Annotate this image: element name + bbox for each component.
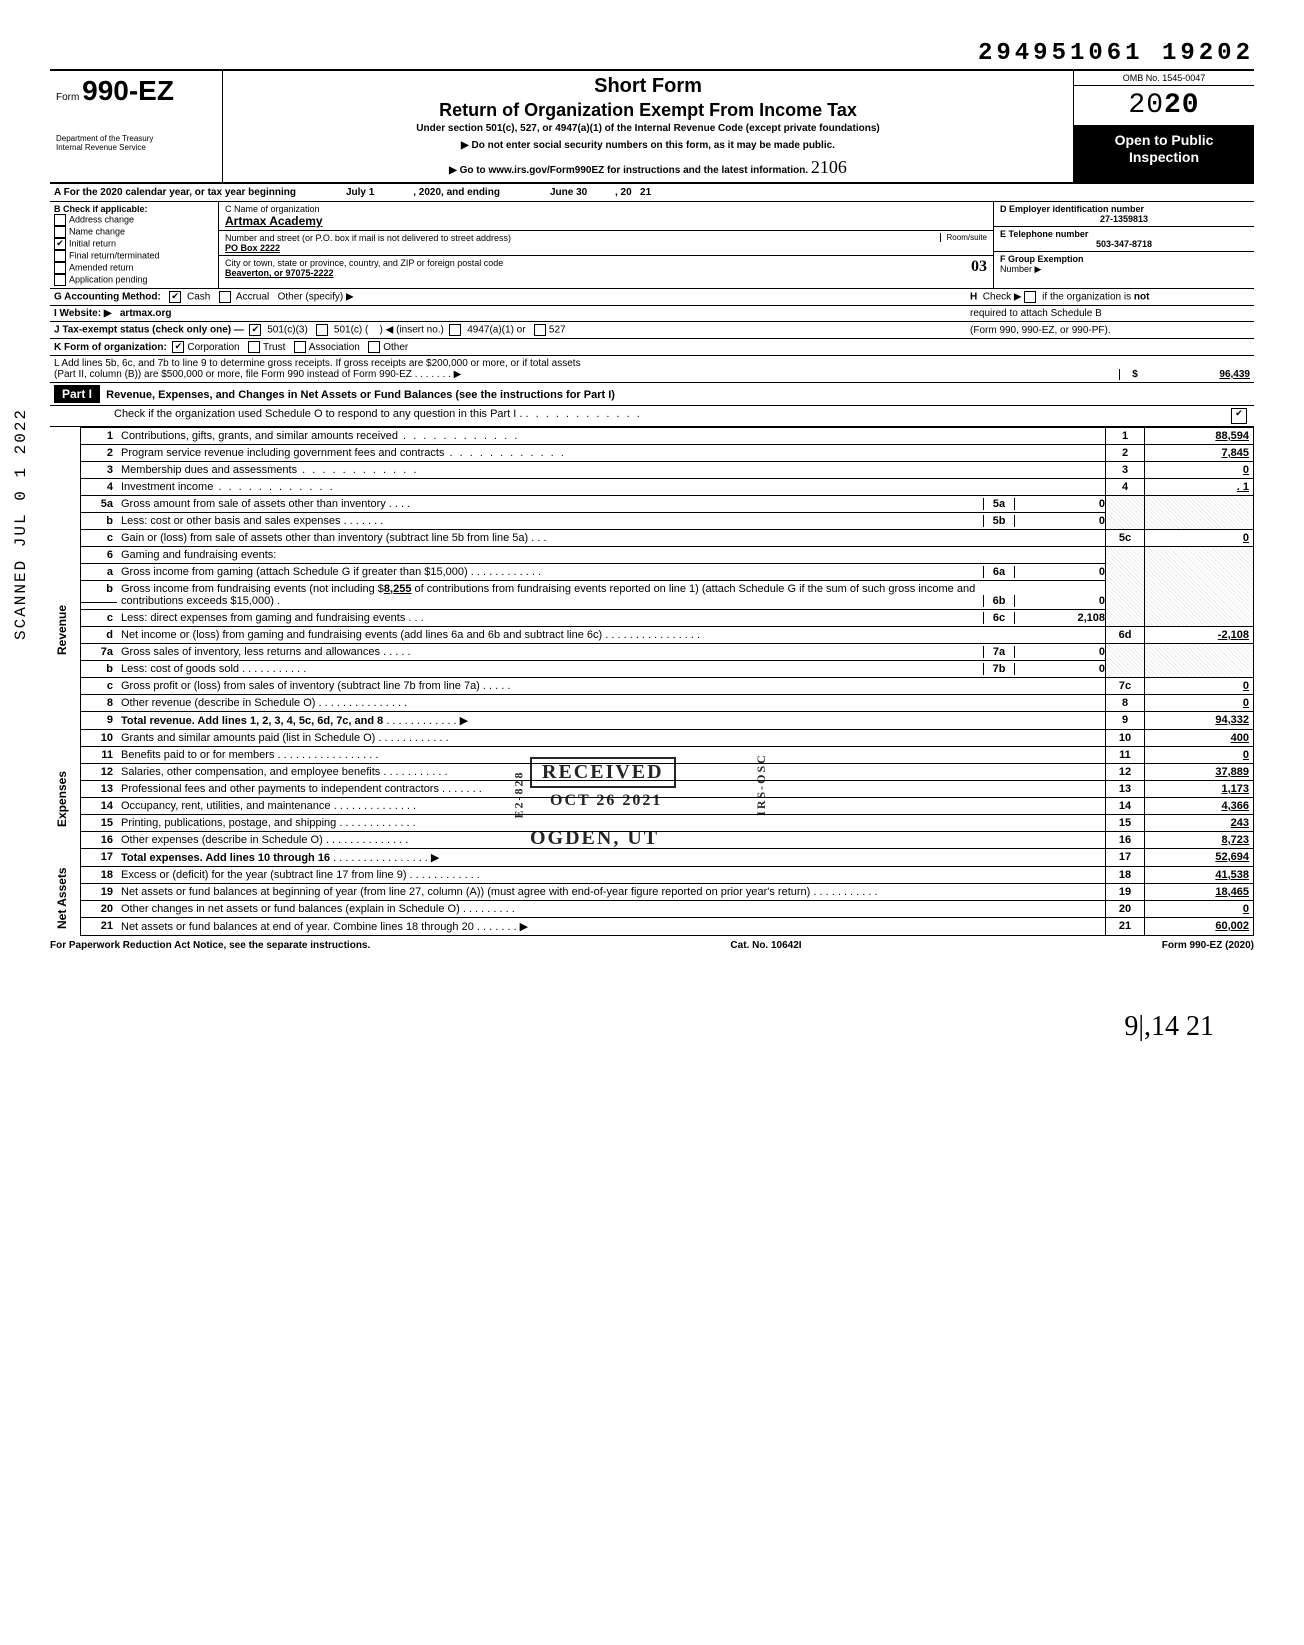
row-i-website: I Website: ▶ artmax.org required to atta… bbox=[50, 306, 1254, 322]
chk-final-return[interactable] bbox=[54, 250, 66, 262]
chk-sched-b[interactable] bbox=[1024, 291, 1036, 303]
scanned-stamp: SCANNED JUL 0 1 2022 bbox=[12, 408, 30, 640]
row-j-tax-status: J Tax-exempt status (check only one) — ✔… bbox=[50, 322, 1254, 339]
row-l-gross-receipts: L Add lines 5b, 6c, and 7b to line 9 to … bbox=[50, 356, 1254, 383]
stamp-e2: E2-828 bbox=[512, 771, 527, 819]
side-net-assets: Net Assets bbox=[55, 889, 69, 929]
stamp-date: OCT 26 2021 bbox=[550, 792, 662, 810]
stamp-received: RECEIVED bbox=[530, 757, 676, 788]
hand-index: 2106 bbox=[811, 157, 847, 177]
col-c-org-info: C Name of organization Artmax Academy Nu… bbox=[219, 202, 994, 288]
chk-cash[interactable]: ✔ bbox=[169, 291, 181, 303]
side-expenses: Expenses bbox=[55, 787, 69, 827]
chk-4947[interactable] bbox=[449, 324, 461, 336]
department-label: Department of the Treasury Internal Reve… bbox=[56, 135, 216, 153]
tax-year: 2020 bbox=[1074, 86, 1254, 126]
chk-corporation[interactable]: ✔ bbox=[172, 341, 184, 353]
chk-application-pending[interactable] bbox=[54, 274, 66, 286]
chk-part1-schedo[interactable]: ✔ bbox=[1231, 408, 1247, 424]
chk-501c[interactable] bbox=[316, 324, 328, 336]
form-number: 990-EZ bbox=[82, 75, 174, 106]
row-g-accounting: G Accounting Method: ✔ Cash Accrual Othe… bbox=[50, 289, 1254, 306]
chk-accrual[interactable] bbox=[219, 291, 231, 303]
chk-initial-return[interactable]: ✔ bbox=[54, 238, 66, 250]
line-1-amt: 88,594 bbox=[1145, 428, 1254, 445]
org-address: PO Box 2222 bbox=[225, 243, 280, 253]
chk-527[interactable] bbox=[534, 324, 546, 336]
col-def: D Employer identification number 27-1359… bbox=[994, 202, 1254, 288]
chk-other-org[interactable] bbox=[368, 341, 380, 353]
hand-03: 03 bbox=[971, 258, 987, 276]
row-a-tax-year: A For the 2020 calendar year, or tax yea… bbox=[50, 184, 1254, 202]
part1-sched-o: Check if the organization used Schedule … bbox=[50, 406, 1254, 427]
title-short-form: Short Form bbox=[233, 75, 1063, 98]
subtitle: Under section 501(c), 527, or 4947(a)(1)… bbox=[233, 123, 1063, 134]
ssn-warning: ▶ Do not enter social security numbers o… bbox=[233, 140, 1063, 151]
website: artmax.org bbox=[120, 308, 172, 319]
phone: 503-347-8718 bbox=[1000, 239, 1248, 249]
stamp-ogden: OGDEN, UT bbox=[530, 827, 659, 850]
side-revenue: Revenue bbox=[55, 615, 69, 655]
chk-trust[interactable] bbox=[248, 341, 260, 353]
ein: 27-1359813 bbox=[1000, 214, 1248, 224]
gross-receipts: 96,439 bbox=[1150, 369, 1250, 380]
hand-signature-date: 9|,14 21 bbox=[50, 1011, 1254, 1043]
lines-table: Revenue 1Contributions, gifts, grants, a… bbox=[50, 427, 1254, 936]
chk-name-change[interactable] bbox=[54, 226, 66, 238]
info-grid: B Check if applicable: Address change Na… bbox=[50, 202, 1254, 289]
open-to-public: Open to Public Inspection bbox=[1074, 126, 1254, 182]
document-locator-number: 294951061 19202 bbox=[50, 40, 1254, 67]
form-label: Form bbox=[56, 92, 79, 103]
part1-header: Part I Revenue, Expenses, and Changes in… bbox=[50, 383, 1254, 406]
chk-address-change[interactable] bbox=[54, 214, 66, 226]
page-footer: For Paperwork Reduction Act Notice, see … bbox=[50, 936, 1254, 951]
chk-association[interactable] bbox=[294, 341, 306, 353]
chk-amended-return[interactable] bbox=[54, 262, 66, 274]
omb-number: OMB No. 1545-0047 bbox=[1074, 71, 1254, 86]
form-header: Form 990-EZ Department of the Treasury I… bbox=[50, 69, 1254, 184]
org-city: Beaverton, or 97075-2222 bbox=[225, 268, 334, 278]
stamp-irs-osc: IRS-OSC bbox=[754, 753, 769, 816]
org-name: Artmax Academy bbox=[225, 214, 323, 228]
chk-501c3[interactable]: ✔ bbox=[249, 324, 261, 336]
instructions-link: ▶ Go to www.irs.gov/Form990EZ for instru… bbox=[449, 165, 808, 176]
title-return: Return of Organization Exempt From Incom… bbox=[233, 100, 1063, 121]
col-b-checkboxes: B Check if applicable: Address change Na… bbox=[50, 202, 219, 288]
row-k-org-form: K Form of organization: ✔ Corporation Tr… bbox=[50, 339, 1254, 356]
